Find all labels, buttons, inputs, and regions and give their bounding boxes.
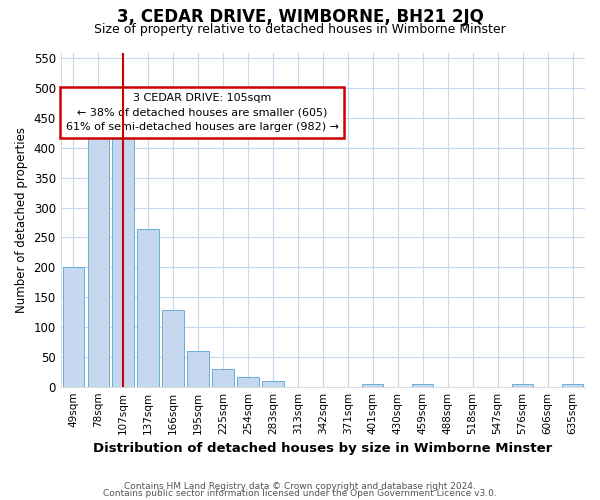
- Text: Contains public sector information licensed under the Open Government Licence v3: Contains public sector information licen…: [103, 490, 497, 498]
- Bar: [163, 310, 184, 386]
- X-axis label: Distribution of detached houses by size in Wimborne Minster: Distribution of detached houses by size …: [93, 442, 553, 455]
- Bar: [187, 351, 209, 386]
- Bar: [412, 384, 433, 386]
- Bar: [212, 369, 233, 386]
- Text: 3 CEDAR DRIVE: 105sqm
← 38% of detached houses are smaller (605)
61% of semi-det: 3 CEDAR DRIVE: 105sqm ← 38% of detached …: [66, 92, 339, 132]
- Bar: [238, 377, 259, 386]
- Bar: [62, 268, 84, 386]
- Bar: [362, 384, 383, 386]
- Bar: [137, 228, 158, 386]
- Y-axis label: Number of detached properties: Number of detached properties: [15, 126, 28, 312]
- Text: Contains HM Land Registry data © Crown copyright and database right 2024.: Contains HM Land Registry data © Crown c…: [124, 482, 476, 491]
- Bar: [512, 384, 533, 386]
- Bar: [88, 117, 109, 386]
- Bar: [562, 384, 583, 386]
- Text: 3, CEDAR DRIVE, WIMBORNE, BH21 2JQ: 3, CEDAR DRIVE, WIMBORNE, BH21 2JQ: [116, 8, 484, 26]
- Bar: [112, 127, 134, 386]
- Bar: [262, 382, 284, 386]
- Text: Size of property relative to detached houses in Wimborne Minster: Size of property relative to detached ho…: [94, 22, 506, 36]
